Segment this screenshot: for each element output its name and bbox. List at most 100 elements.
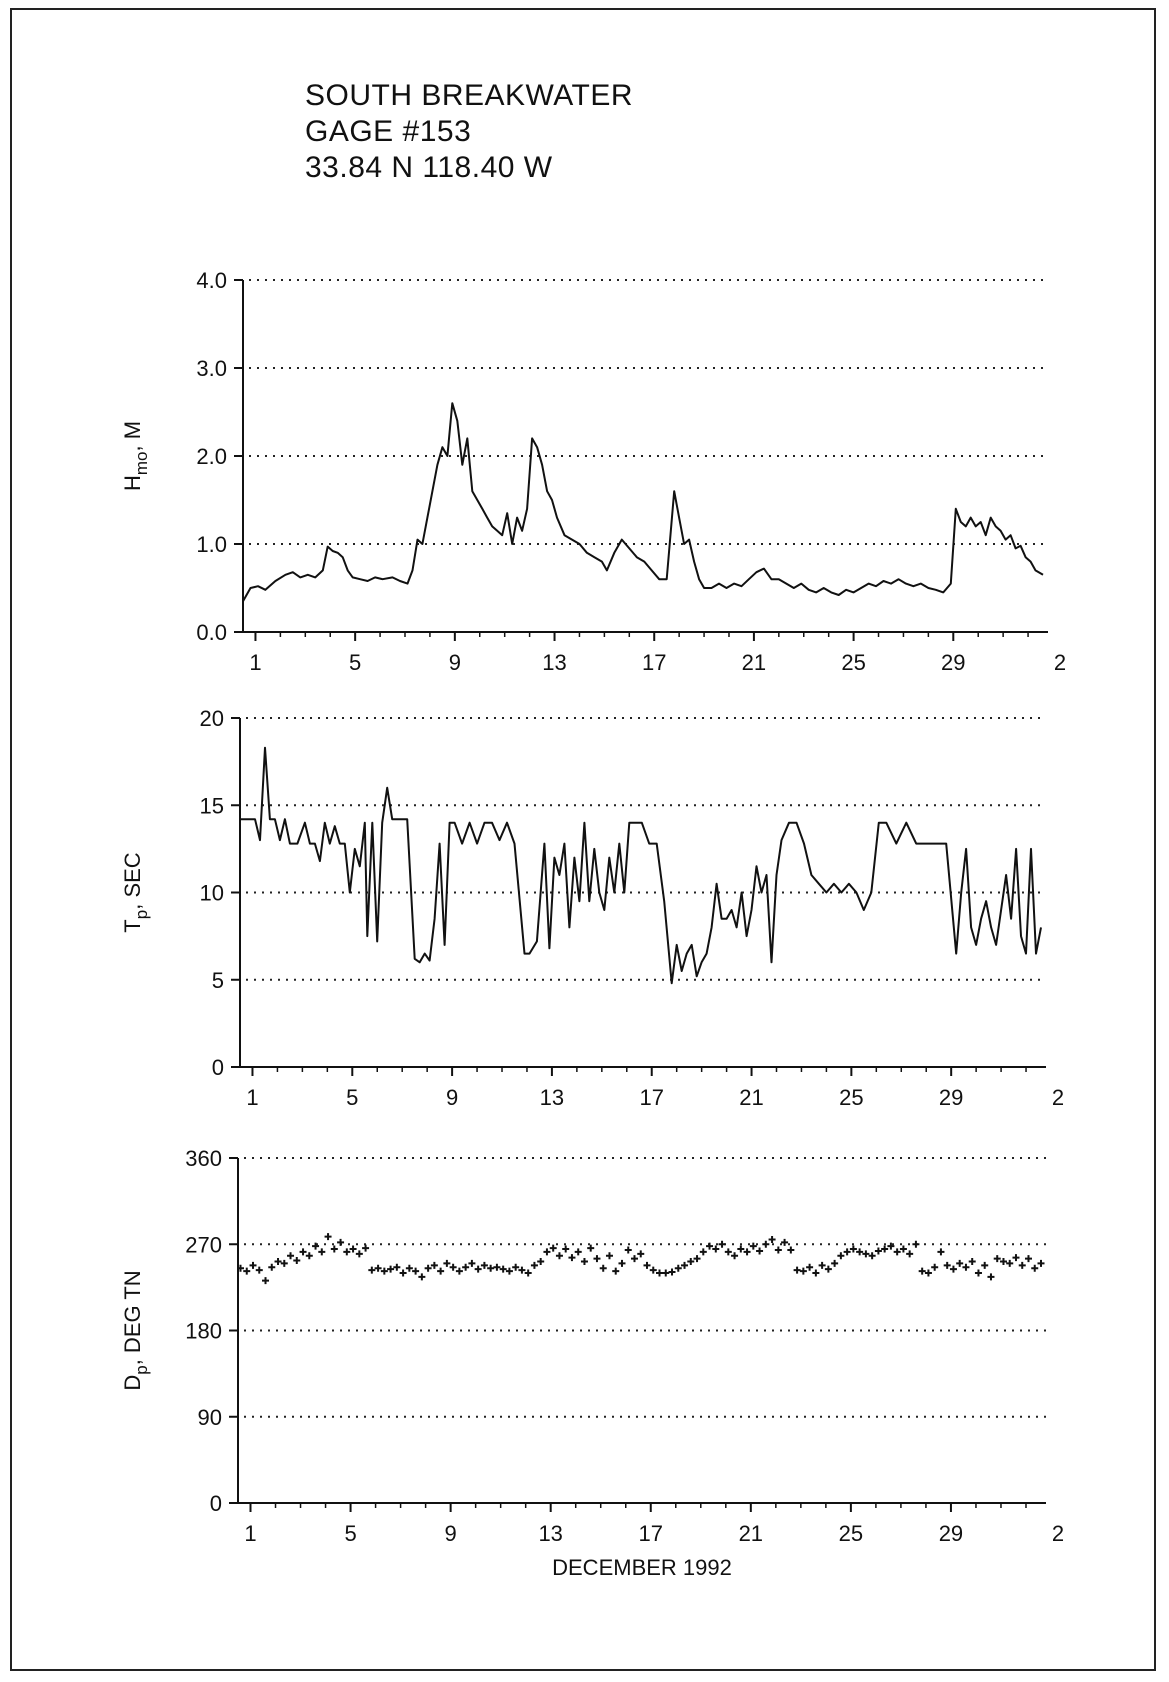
y-axis-title: Tp, SEC [120, 852, 151, 932]
data-point [555, 1252, 563, 1260]
x-tick-label: 9 [449, 650, 461, 675]
data-point [931, 1263, 939, 1271]
data-point [718, 1240, 726, 1248]
x-tick-label: 13 [540, 1085, 564, 1110]
data-point [624, 1246, 632, 1254]
x-tick-label: 25 [839, 1521, 863, 1546]
data-point [537, 1258, 545, 1265]
data-point [712, 1245, 720, 1253]
data-point [868, 1252, 876, 1260]
data-point [781, 1238, 789, 1246]
data-point [618, 1259, 626, 1267]
data-point [768, 1235, 776, 1243]
data-point [312, 1242, 320, 1250]
data-point [518, 1266, 526, 1274]
y-tick-label: 2.0 [196, 444, 227, 469]
y-tick-label: 10 [200, 881, 224, 906]
data-point [268, 1263, 276, 1271]
y-tick-label: 90 [198, 1405, 222, 1430]
data-point [337, 1238, 345, 1246]
data-point [656, 1269, 664, 1277]
data-point [912, 1240, 920, 1248]
y-tick-label: 0 [210, 1491, 222, 1516]
x-tick-label: 5 [344, 1521, 356, 1546]
data-point [599, 1264, 607, 1272]
data-point [449, 1263, 457, 1271]
data-point [649, 1266, 657, 1274]
data-point [762, 1240, 770, 1248]
data-point [806, 1263, 814, 1271]
data-point [468, 1259, 476, 1267]
data-point [831, 1259, 839, 1267]
data-point [512, 1263, 520, 1271]
data-point [887, 1242, 895, 1250]
x-tick-label: 17 [642, 650, 666, 675]
chart-header: SOUTH BREAKWATER GAGE #153 33.84 N 118.4… [305, 78, 633, 186]
data-point [287, 1252, 295, 1260]
x-tick-label: 29 [941, 650, 965, 675]
y-tick-label: 360 [185, 1146, 222, 1171]
data-point [637, 1250, 645, 1258]
data-point [380, 1267, 388, 1275]
y-tick-label: 0 [212, 1055, 224, 1080]
y-tick-label: 1.0 [196, 532, 227, 557]
data-point [299, 1248, 307, 1256]
data-point [824, 1265, 832, 1273]
data-point [418, 1273, 426, 1281]
panel-wave-height: 0.0 1.0 2.0 3.0 4.0 1 5 9 13 17 21 25 29 2 Hmo, M [120, 268, 1066, 675]
x-tick-label: 1 [246, 1085, 258, 1110]
page-frame [10, 8, 1156, 1671]
gage-id: GAGE #153 [305, 115, 472, 148]
data-point [593, 1255, 601, 1263]
x-tick-label: 9 [446, 1085, 458, 1110]
data-point [1018, 1261, 1026, 1269]
x-tick-label: 17 [639, 1085, 663, 1110]
data-point [612, 1267, 620, 1275]
x-tick-label: 13 [538, 1521, 562, 1546]
data-point [524, 1269, 532, 1277]
data-point [562, 1245, 570, 1253]
data-point [543, 1248, 551, 1256]
data-point [293, 1257, 301, 1265]
data-point [693, 1255, 701, 1263]
x-tick-label: 2 [1052, 1085, 1064, 1110]
data-point [249, 1261, 257, 1269]
data-point [737, 1245, 745, 1253]
data-point [487, 1264, 495, 1272]
data-point [899, 1245, 907, 1253]
data-point [993, 1255, 1001, 1263]
series-line [242, 402, 1044, 602]
data-point [455, 1267, 463, 1275]
x-tick-label: 25 [839, 1085, 863, 1110]
data-point [343, 1248, 351, 1256]
x-tick-label: 5 [349, 650, 361, 675]
x-tick-label: 17 [639, 1521, 663, 1546]
data-point [262, 1277, 270, 1285]
data-point [412, 1267, 420, 1275]
data-point [430, 1261, 438, 1269]
data-point [731, 1252, 739, 1260]
data-point [499, 1265, 507, 1273]
x-tick-label: 25 [841, 650, 865, 675]
data-point [1031, 1264, 1039, 1272]
data-point [255, 1266, 263, 1274]
x-tick-label: 2 [1052, 1521, 1064, 1546]
data-point [906, 1250, 914, 1258]
x-tick-label: 1 [244, 1521, 256, 1546]
data-point [274, 1258, 282, 1265]
y-axis-title-subscript: mo [132, 452, 151, 476]
data-point [399, 1269, 407, 1277]
panel-peak-direction: 0 90 180 270 360 1 5 9 13 17 21 25 29 2 Dp, DEG TN DECE… [120, 1146, 1064, 1580]
data-point [987, 1273, 995, 1281]
data-point [330, 1245, 338, 1253]
data-point [549, 1244, 557, 1252]
y-axis-title: Dp, DEG TN [120, 1270, 151, 1390]
y-tick-label: 5 [212, 968, 224, 993]
y-tick-label: 4.0 [196, 268, 227, 293]
y-axis-title-units: , SEC [120, 852, 145, 910]
data-point [605, 1252, 613, 1260]
data-point [749, 1242, 757, 1250]
data-point [881, 1245, 889, 1253]
data-point [355, 1250, 363, 1258]
